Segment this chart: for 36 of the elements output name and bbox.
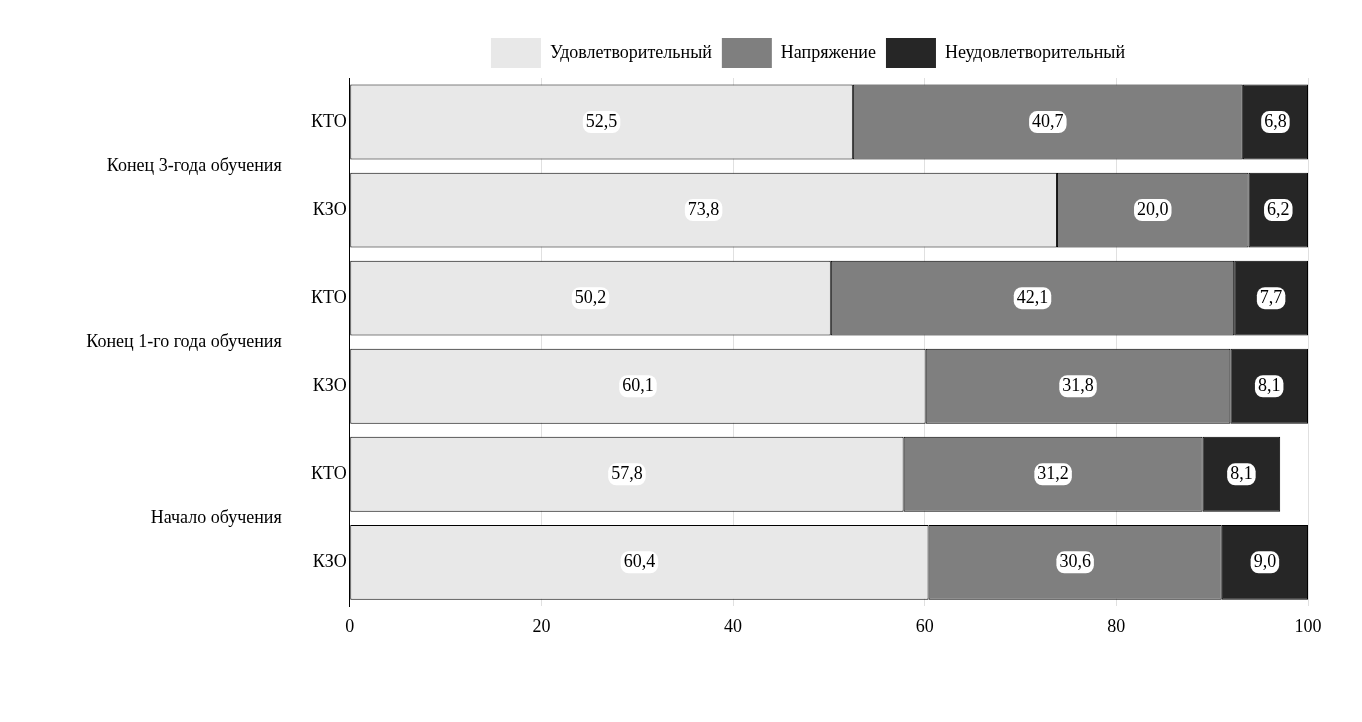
data-label: 8,1 — [1230, 463, 1253, 484]
data-label: 31,8 — [1062, 374, 1094, 395]
y-tick-label: КЗО — [312, 374, 347, 395]
x-tick-label: 40 — [724, 615, 743, 636]
data-label: 60,4 — [623, 551, 656, 572]
data-label: 6,8 — [1264, 110, 1287, 131]
data-label: 7,7 — [1259, 286, 1283, 307]
data-label: 52,5 — [585, 110, 618, 131]
x-tick-label: 60 — [915, 615, 934, 636]
legend-label: Неудовлетворительный — [944, 41, 1126, 62]
data-label: 60,1 — [622, 374, 654, 395]
data-label: 9,0 — [1253, 551, 1277, 572]
data-label: 30,6 — [1059, 551, 1091, 572]
data-label: 57,8 — [611, 463, 643, 484]
data-label: 40,7 — [1032, 110, 1064, 131]
data-label: 31,2 — [1037, 463, 1069, 484]
y-tick-label: КЗО — [312, 551, 347, 572]
y-tick-label: КТО — [311, 463, 347, 484]
legend-label: Напряжение — [780, 41, 876, 62]
data-label: 73,8 — [687, 198, 720, 219]
data-label: 8,1 — [1257, 374, 1281, 395]
y-tick-label: КТО — [311, 110, 347, 131]
x-tick-label: 20 — [532, 615, 551, 636]
text: Начало обучения — [150, 507, 282, 528]
x-tick-label: 100 — [1294, 615, 1322, 636]
x-tick-label: 0 — [345, 615, 355, 636]
data-label: 42,1 — [1016, 286, 1049, 307]
text: Конец 1-го года обучения — [86, 330, 282, 351]
legend-label: Удовлетворительный — [549, 41, 713, 62]
x-tick-label: 80 — [1107, 615, 1126, 636]
y-tick-label: КТО — [311, 286, 347, 307]
y-tick-label: КЗО — [312, 198, 347, 219]
data-label: 50,2 — [574, 286, 607, 307]
data-label: 20,0 — [1137, 198, 1169, 219]
text: Конец 3-года обучения — [106, 154, 282, 175]
data-label: 6,2 — [1267, 198, 1290, 219]
